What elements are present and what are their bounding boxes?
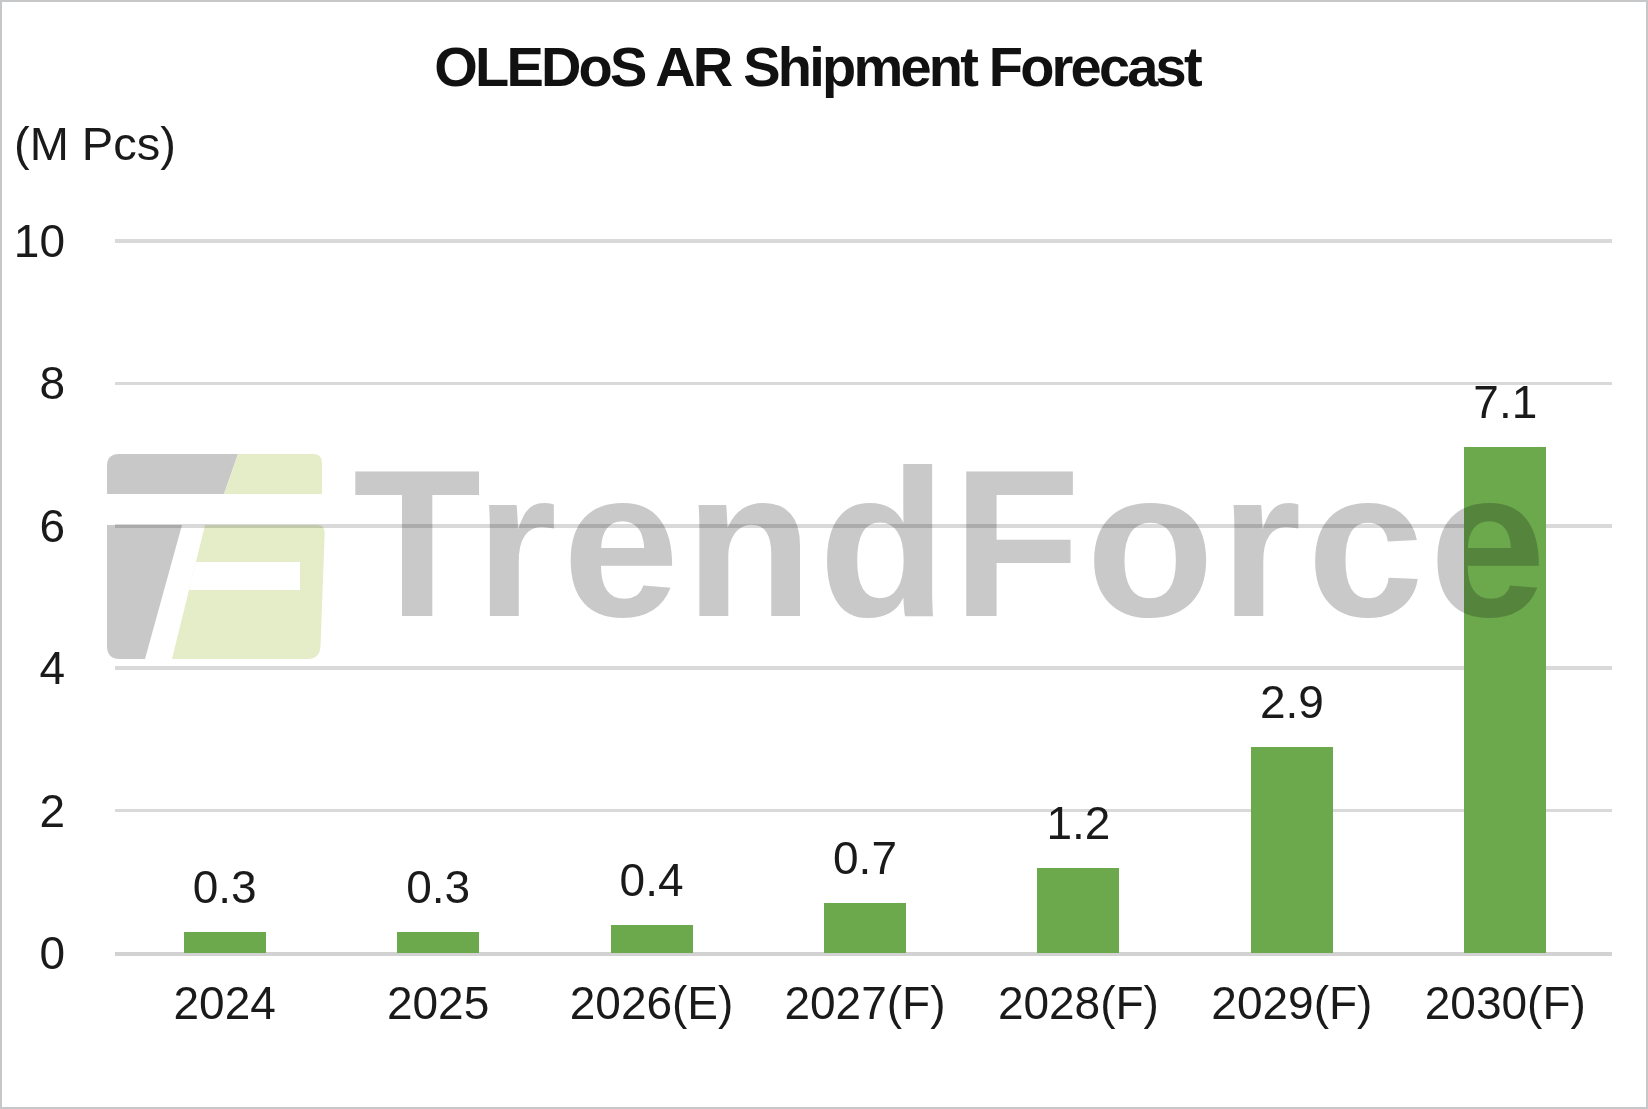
x-axis-label: 2024 [118,978,331,1028]
bar-2030(F) [1464,447,1546,953]
bar-value-label: 2.9 [1185,677,1398,727]
y-tick-label: 0 [1,928,65,978]
chart-page: OLEDoS AR Shipment Forecast (M Pcs) 0246… [0,0,1648,1109]
bar-2029(F) [1251,747,1333,953]
bar-2027(F) [824,903,906,953]
bar-2024 [184,932,266,953]
gridline [115,524,1612,528]
x-axis-label: 2026(E) [545,978,758,1028]
x-axis-label: 2030(F) [1399,978,1612,1028]
y-tick-label: 2 [1,786,65,836]
x-axis-label: 2027(F) [758,978,971,1028]
gridline [115,809,1612,813]
bar-value-label: 0.4 [545,855,758,905]
bar-value-label: 0.3 [331,862,544,912]
bar-value-label: 7.1 [1399,377,1612,427]
bar-value-label: 0.3 [118,862,331,912]
y-tick-label: 4 [1,643,65,693]
bar-2026(E) [611,925,693,953]
x-axis-label: 2028(F) [972,978,1185,1028]
bar-value-label: 1.2 [972,798,1185,848]
gridline [115,239,1612,243]
bar-2028(F) [1037,868,1119,953]
gridline [115,382,1612,386]
plot-area: 0 2 4 6 8 10 0.3 2024 0.3 2025 0.4 2026(E) 0.7 2027(F… [2,2,1646,1107]
y-tick-label: 8 [1,358,65,408]
x-axis-label: 2029(F) [1185,978,1398,1028]
gridline [115,666,1612,670]
y-tick-label: 6 [1,501,65,551]
bar-value-label: 0.7 [758,833,971,883]
bar-2025 [397,932,479,953]
x-axis-label: 2025 [331,978,544,1028]
y-tick-label: 10 [1,216,65,266]
